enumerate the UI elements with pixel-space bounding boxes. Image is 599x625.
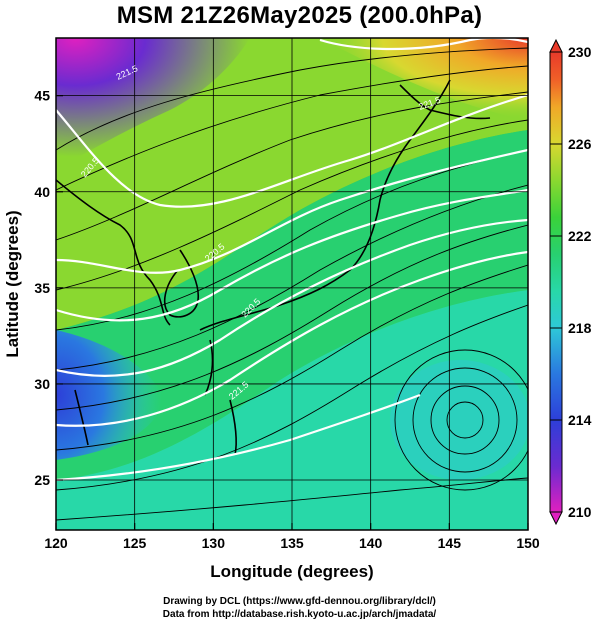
x-tick-label: 130 <box>202 535 226 551</box>
colorbar-tick-label: 214 <box>568 412 592 428</box>
x-tick-label: 135 <box>280 535 304 551</box>
page-title: MSM 21Z26May2025 (200.0hPa) <box>116 2 483 29</box>
x-tick-label: 150 <box>516 535 540 551</box>
x-tick-label: 120 <box>44 535 68 551</box>
colorbar-tick-label: 218 <box>568 320 592 336</box>
coastlines <box>56 79 491 456</box>
y-axis: 25 30 35 40 45 <box>34 88 63 488</box>
x-axis-label: Longitude (degrees) <box>210 562 373 581</box>
wind-streamlines <box>56 47 528 521</box>
colorbar-tick-label: 210 <box>568 504 592 520</box>
colorbar-min-arrow <box>549 511 563 526</box>
credit-line-1: Drawing by DCL (https://www.gfd-dennou.o… <box>163 596 436 607</box>
y-tick-label: 40 <box>34 184 50 200</box>
y-tick-label: 35 <box>34 280 50 296</box>
x-tick-label: 140 <box>359 535 383 551</box>
y-axis-label: Latitude (degrees) <box>3 210 22 357</box>
y-tick-label: 25 <box>34 472 50 488</box>
colorbar-max-arrow <box>549 38 563 53</box>
colorbar-tick-label: 222 <box>568 228 592 244</box>
colorbar-tick-label: 226 <box>568 136 592 152</box>
temperature-field <box>56 38 528 530</box>
x-tick-label: 125 <box>123 535 147 551</box>
credits: Drawing by DCL (https://www.gfd-dennou.o… <box>0 595 599 621</box>
credit-line-2: Data from http://database.rish.kyoto-u.a… <box>162 609 437 620</box>
colorbar-tick-label: 230 <box>568 44 592 60</box>
y-tick-label: 30 <box>34 376 50 392</box>
colorbar: 230 226 222 218 214 210 <box>549 38 592 526</box>
y-tick-label: 45 <box>34 88 50 104</box>
x-tick-label: 145 <box>438 535 462 551</box>
colorbar-scale <box>549 51 563 513</box>
x-axis: 120 125 130 135 140 145 150 <box>44 523 540 551</box>
lat-lon-grid <box>56 38 528 530</box>
